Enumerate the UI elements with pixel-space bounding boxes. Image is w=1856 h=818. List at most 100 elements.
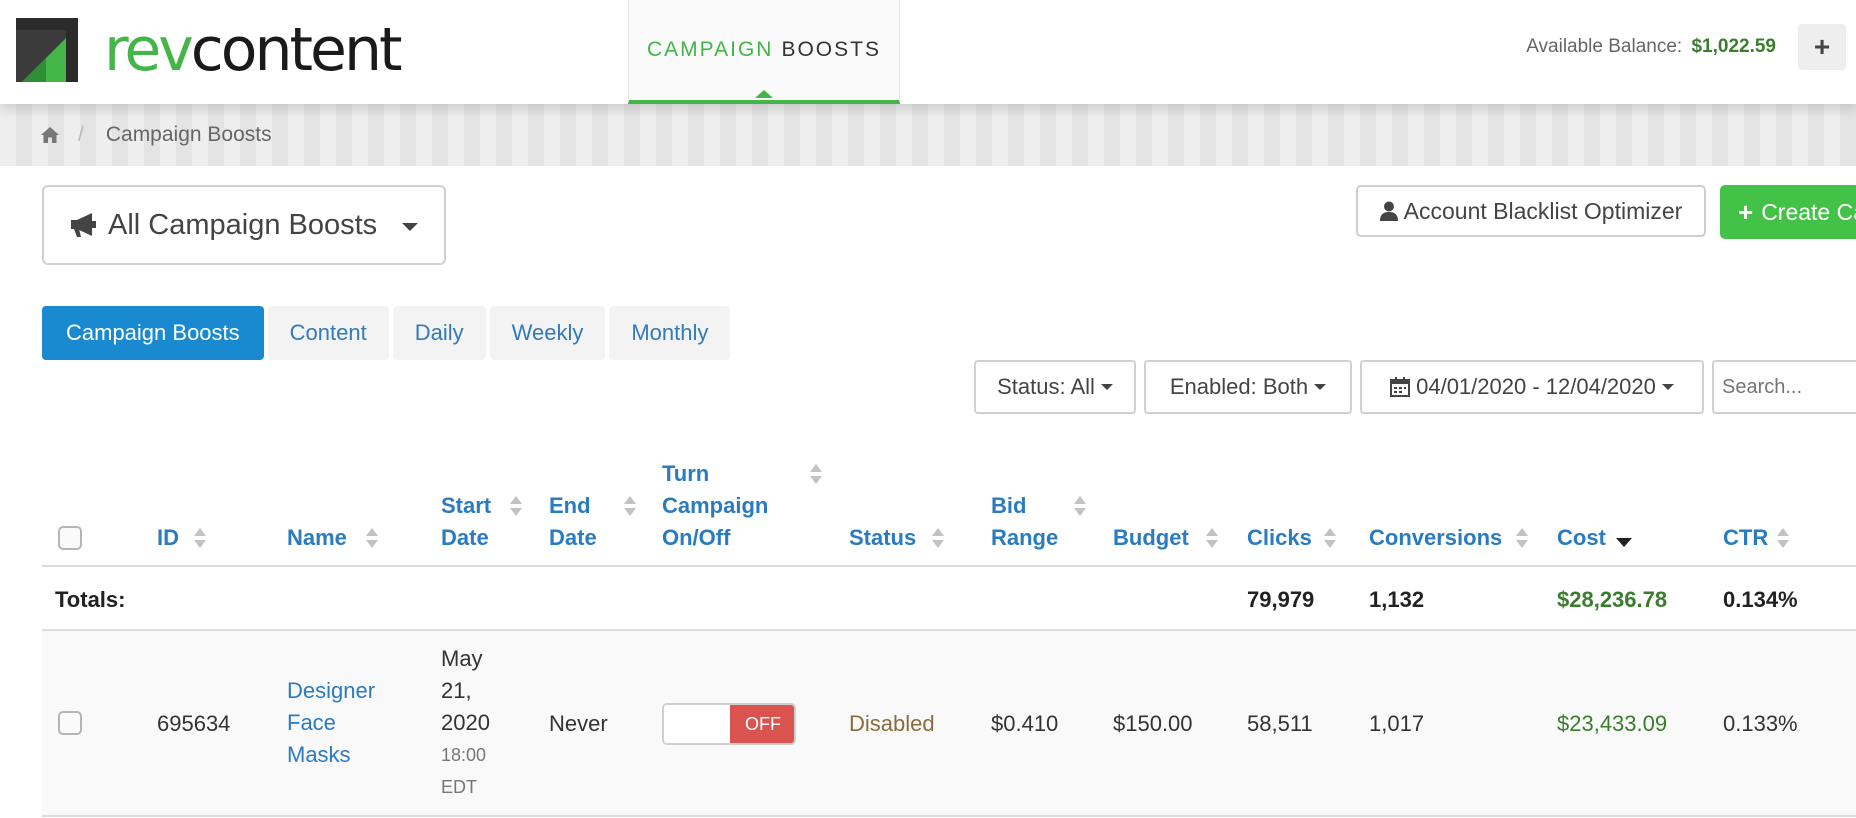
- row-clicks: 58,511: [1247, 711, 1313, 736]
- start-date-year: 2020: [441, 710, 490, 735]
- plus-icon: +: [1738, 196, 1754, 227]
- account-blacklist-optimizer-button[interactable]: Account Blacklist Optimizer: [1356, 185, 1706, 237]
- nav-tab-campaign-boosts[interactable]: CAMPAIGN BOOSTS: [628, 0, 900, 104]
- column-header-clicks[interactable]: Clicks: [1247, 522, 1312, 554]
- column-header-status-label: Status: [849, 525, 917, 550]
- report-tabs: Campaign Boosts Content Daily Weekly Mon…: [42, 306, 731, 360]
- totals-clicks: 79,979: [1247, 587, 1315, 612]
- column-header-conversions-label: Conversions: [1369, 525, 1503, 550]
- add-funds-button[interactable]: +: [1798, 24, 1846, 70]
- create-button-label: Create Ca: [1761, 198, 1856, 225]
- column-header-cost[interactable]: Cost: [1557, 522, 1606, 554]
- column-header-toggle-line3: On/Off: [662, 525, 731, 550]
- row-conversions: 1,017: [1369, 711, 1425, 736]
- logo-content-text: content: [190, 15, 403, 85]
- user-icon: [1379, 201, 1398, 221]
- sort-icon[interactable]: [366, 528, 378, 550]
- sort-icon[interactable]: [1777, 528, 1789, 550]
- row-start-date: May 21, 2020 18:00 EDT: [441, 643, 490, 803]
- column-header-conversions[interactable]: Conversions: [1369, 522, 1502, 554]
- sort-icon[interactable]: [510, 496, 522, 518]
- sort-icon[interactable]: [810, 464, 822, 486]
- start-date-month: May: [441, 646, 483, 671]
- row-cost: $23,433.09: [1557, 711, 1668, 736]
- campaign-on-off-toggle[interactable]: OFF: [662, 703, 796, 745]
- tab-content[interactable]: Content: [267, 306, 389, 360]
- column-header-budget-label: Budget: [1113, 525, 1189, 550]
- enabled-filter-dropdown[interactable]: Enabled: Both: [1144, 360, 1352, 414]
- blacklist-button-label: Account Blacklist Optimizer: [1403, 197, 1683, 224]
- sort-icon[interactable]: [1074, 496, 1086, 518]
- balance-label: Available Balance:: [1526, 36, 1683, 57]
- tab-daily[interactable]: Daily: [392, 306, 486, 360]
- row-budget: $150.00: [1113, 711, 1193, 736]
- column-header-start-date-line2: Date: [441, 525, 489, 550]
- campaign-name-line1: Designer: [287, 678, 376, 703]
- enabled-filter-label: Enabled: Both: [1169, 374, 1309, 399]
- date-range-label: 04/01/2020 - 12/04/2020: [1416, 374, 1656, 399]
- tab-campaign-boosts[interactable]: Campaign Boosts: [42, 306, 264, 360]
- column-header-status[interactable]: Status: [849, 522, 916, 554]
- caret-down-icon: [1661, 384, 1674, 390]
- search-input[interactable]: [1712, 360, 1856, 414]
- row-bid-range: $0.410: [991, 711, 1059, 736]
- start-date-time: 18:00: [441, 745, 487, 765]
- row-select-checkbox[interactable]: [58, 711, 82, 735]
- campaign-name-line3: Masks: [287, 742, 351, 767]
- calendar-icon: [1390, 377, 1411, 397]
- toggle-off-label: OFF: [730, 705, 794, 743]
- campaign-name-link[interactable]: Designer Face Masks: [287, 675, 375, 771]
- sort-icon[interactable]: [624, 496, 636, 518]
- nav-tab-word2: BOOSTS: [781, 38, 881, 61]
- status-filter-label: Status: All: [997, 374, 1095, 399]
- start-date-day: 21,: [441, 678, 472, 703]
- breadcrumb-separator: /: [78, 123, 84, 146]
- active-tab-caret-icon: [755, 90, 773, 98]
- revcontent-logo-icon: [16, 18, 78, 82]
- table-header: ID Name Start Date End Date Turn Campaig…: [42, 454, 1856, 567]
- column-header-id-label: ID: [157, 525, 179, 550]
- available-balance: Available Balance: $1,022.59: [1526, 36, 1776, 58]
- sort-icon[interactable]: [194, 528, 206, 550]
- date-range-picker[interactable]: 04/01/2020 - 12/04/2020: [1360, 360, 1704, 414]
- column-header-end-date-line1: End: [549, 493, 591, 518]
- column-header-name-label: Name: [287, 525, 347, 550]
- breadcrumb-current: Campaign Boosts: [105, 123, 272, 146]
- sort-icon[interactable]: [1324, 528, 1336, 550]
- column-header-start-date[interactable]: Start Date: [441, 490, 491, 554]
- column-header-ctr[interactable]: CTR: [1723, 522, 1768, 554]
- column-header-toggle-line1: Turn: [662, 461, 710, 486]
- sort-descending-icon[interactable]: [1616, 538, 1632, 547]
- column-header-bid-range[interactable]: Bid Range: [991, 490, 1058, 554]
- breadcrumb: / Campaign Boosts: [0, 104, 1856, 166]
- chevron-down-icon: [402, 223, 418, 231]
- home-icon[interactable]: [40, 126, 60, 144]
- create-campaign-button[interactable]: + Create Ca: [1720, 185, 1856, 239]
- sort-icon[interactable]: [1516, 528, 1528, 550]
- column-header-end-date[interactable]: End Date: [549, 490, 597, 554]
- totals-ctr: 0.134%: [1723, 587, 1798, 612]
- campaign-select-label: All Campaign Boosts: [108, 208, 378, 241]
- column-header-turn-campaign-on-off[interactable]: Turn Campaign On/Off: [662, 458, 768, 554]
- tab-weekly[interactable]: Weekly: [489, 306, 606, 360]
- column-header-budget[interactable]: Budget: [1113, 522, 1189, 554]
- column-header-name[interactable]: Name: [287, 522, 347, 554]
- toggle-knob: [664, 705, 730, 743]
- totals-label: Totals:: [55, 587, 126, 612]
- logo-wordmark: revcontent: [104, 15, 403, 85]
- logo-rev-text: rev: [104, 15, 194, 85]
- tab-monthly[interactable]: Monthly: [609, 306, 731, 360]
- revcontent-logo[interactable]: revcontent: [16, 15, 403, 85]
- status-filter-dropdown[interactable]: Status: All: [974, 360, 1136, 414]
- row-status: Disabled: [849, 711, 935, 736]
- row-ctr: 0.133%: [1723, 711, 1798, 736]
- totals-conversions: 1,132: [1369, 587, 1425, 612]
- totals-row: Totals: 79,979 1,132 $28,236.78 0.134%: [42, 567, 1856, 631]
- select-all-checkbox[interactable]: [58, 526, 82, 550]
- campaign-select-dropdown[interactable]: All Campaign Boosts: [42, 185, 446, 265]
- sort-icon[interactable]: [932, 528, 944, 550]
- top-header: revcontent CAMPAIGN BOOSTS Available Bal…: [0, 0, 1856, 104]
- sort-icon[interactable]: [1206, 528, 1218, 550]
- column-header-id[interactable]: ID: [157, 522, 179, 554]
